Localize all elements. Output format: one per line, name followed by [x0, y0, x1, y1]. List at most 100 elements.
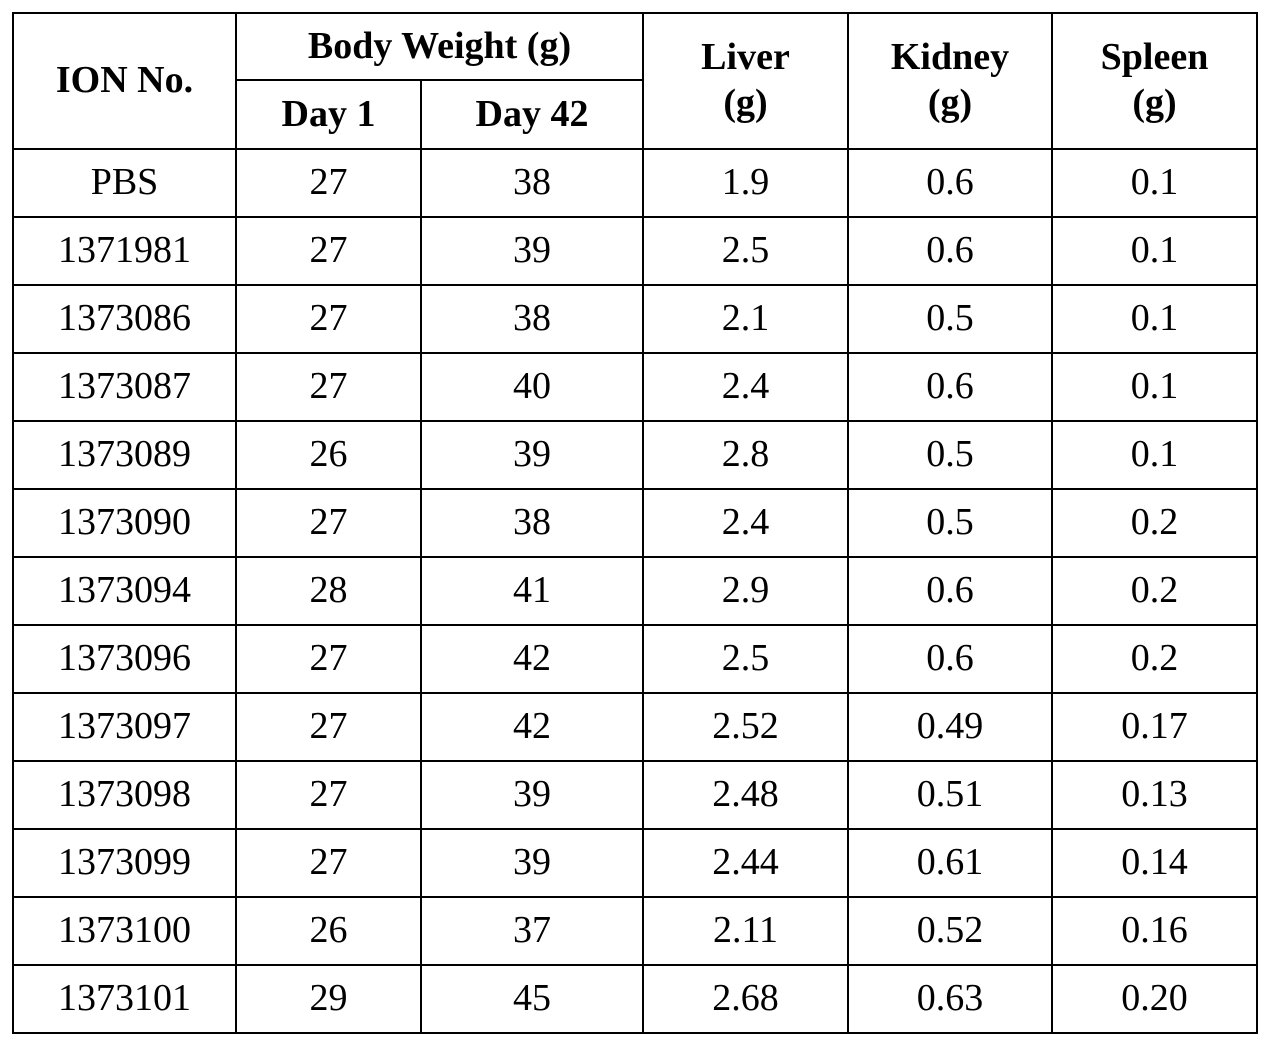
table-cell: 0.2	[1052, 625, 1257, 693]
table-cell: 0.51	[848, 761, 1052, 829]
table-row: 137309428412.90.60.2	[13, 557, 1257, 625]
table-cell: 26	[236, 421, 421, 489]
table-row: PBS27381.90.60.1	[13, 149, 1257, 217]
table-row: 137309727422.520.490.17	[13, 693, 1257, 761]
table-cell: 1373086	[13, 285, 236, 353]
table-cell: 0.5	[848, 421, 1052, 489]
table-cell: 1373089	[13, 421, 236, 489]
table-row: 137309627422.50.60.2	[13, 625, 1257, 693]
table-cell: 0.5	[848, 489, 1052, 557]
table-row: 137308926392.80.50.1	[13, 421, 1257, 489]
table-row: 137309927392.440.610.14	[13, 829, 1257, 897]
table-cell: 0.5	[848, 285, 1052, 353]
table-cell: 0.16	[1052, 897, 1257, 965]
table-cell: 1373101	[13, 965, 236, 1033]
table-cell: 29	[236, 965, 421, 1033]
table-cell: 2.68	[643, 965, 848, 1033]
table-cell: 38	[421, 285, 643, 353]
table-row: 137309827392.480.510.13	[13, 761, 1257, 829]
table-cell: 45	[421, 965, 643, 1033]
table-row: 137310026372.110.520.16	[13, 897, 1257, 965]
table-cell: 2.11	[643, 897, 848, 965]
table-cell: 0.1	[1052, 149, 1257, 217]
table-cell: 0.1	[1052, 421, 1257, 489]
table-cell: 27	[236, 625, 421, 693]
table-cell: 0.6	[848, 353, 1052, 421]
header-cell: Day 1	[236, 80, 421, 149]
table-cell: 0.61	[848, 829, 1052, 897]
table-cell: 39	[421, 217, 643, 285]
table-cell: 2.1	[643, 285, 848, 353]
table-cell: 27	[236, 829, 421, 897]
table-cell: 27	[236, 217, 421, 285]
table-cell: 27	[236, 489, 421, 557]
table-cell: 42	[421, 693, 643, 761]
table-cell: 2.4	[643, 353, 848, 421]
header-cell: Spleen (g)	[1052, 13, 1257, 149]
table-cell: 26	[236, 897, 421, 965]
table-cell: 41	[421, 557, 643, 625]
table-cell: 0.6	[848, 557, 1052, 625]
table-body: PBS27381.90.60.1137198127392.50.60.11373…	[13, 149, 1257, 1033]
table-row: 137309027382.40.50.2	[13, 489, 1257, 557]
table-cell: 1373100	[13, 897, 236, 965]
table-cell: 0.6	[848, 149, 1052, 217]
table-cell: 0.13	[1052, 761, 1257, 829]
table-cell: 0.63	[848, 965, 1052, 1033]
table-cell: 1373099	[13, 829, 236, 897]
table-cell: 39	[421, 761, 643, 829]
table-cell: 1373096	[13, 625, 236, 693]
data-table: ION No. Body Weight (g) Liver (g) Kidney…	[12, 12, 1258, 1034]
table-cell: 37	[421, 897, 643, 965]
table-cell: 0.20	[1052, 965, 1257, 1033]
table-cell: 27	[236, 353, 421, 421]
table-cell: 2.5	[643, 217, 848, 285]
table-cell: 2.48	[643, 761, 848, 829]
table-row: 137308627382.10.50.1	[13, 285, 1257, 353]
table-cell: 27	[236, 285, 421, 353]
table-cell: 40	[421, 353, 643, 421]
table-cell: 1371981	[13, 217, 236, 285]
table-cell: PBS	[13, 149, 236, 217]
table-cell: 0.6	[848, 217, 1052, 285]
table-cell: 0.2	[1052, 489, 1257, 557]
header-cell: Liver (g)	[643, 13, 848, 149]
table-cell: 27	[236, 761, 421, 829]
header-row: ION No. Body Weight (g) Liver (g) Kidney…	[13, 13, 1257, 80]
table-cell: 1373090	[13, 489, 236, 557]
table-cell: 2.5	[643, 625, 848, 693]
table-cell: 1373087	[13, 353, 236, 421]
table-cell: 38	[421, 149, 643, 217]
header-cell: Day 42	[421, 80, 643, 149]
table-cell: 2.44	[643, 829, 848, 897]
table-cell: 0.1	[1052, 217, 1257, 285]
table-cell: 0.2	[1052, 557, 1257, 625]
header-cell: Kidney (g)	[848, 13, 1052, 149]
table-row: 137198127392.50.60.1	[13, 217, 1257, 285]
table-cell: 0.49	[848, 693, 1052, 761]
table-row: 137308727402.40.60.1	[13, 353, 1257, 421]
table-cell: 1.9	[643, 149, 848, 217]
table-cell: 1373097	[13, 693, 236, 761]
table-cell: 2.4	[643, 489, 848, 557]
table-cell: 1373094	[13, 557, 236, 625]
table-cell: 28	[236, 557, 421, 625]
table-cell: 0.1	[1052, 285, 1257, 353]
table-cell: 42	[421, 625, 643, 693]
table-cell: 27	[236, 149, 421, 217]
table-cell: 39	[421, 421, 643, 489]
table-cell: 0.6	[848, 625, 1052, 693]
table-cell: 2.9	[643, 557, 848, 625]
table-cell: 0.1	[1052, 353, 1257, 421]
table-cell: 38	[421, 489, 643, 557]
table-cell: 0.14	[1052, 829, 1257, 897]
table-row: 137310129452.680.630.20	[13, 965, 1257, 1033]
table-cell: 0.52	[848, 897, 1052, 965]
table-cell: 2.52	[643, 693, 848, 761]
header-cell: Body Weight (g)	[236, 13, 643, 80]
table-cell: 27	[236, 693, 421, 761]
table-cell: 1373098	[13, 761, 236, 829]
table-cell: 39	[421, 829, 643, 897]
table-cell: 2.8	[643, 421, 848, 489]
table-cell: 0.17	[1052, 693, 1257, 761]
